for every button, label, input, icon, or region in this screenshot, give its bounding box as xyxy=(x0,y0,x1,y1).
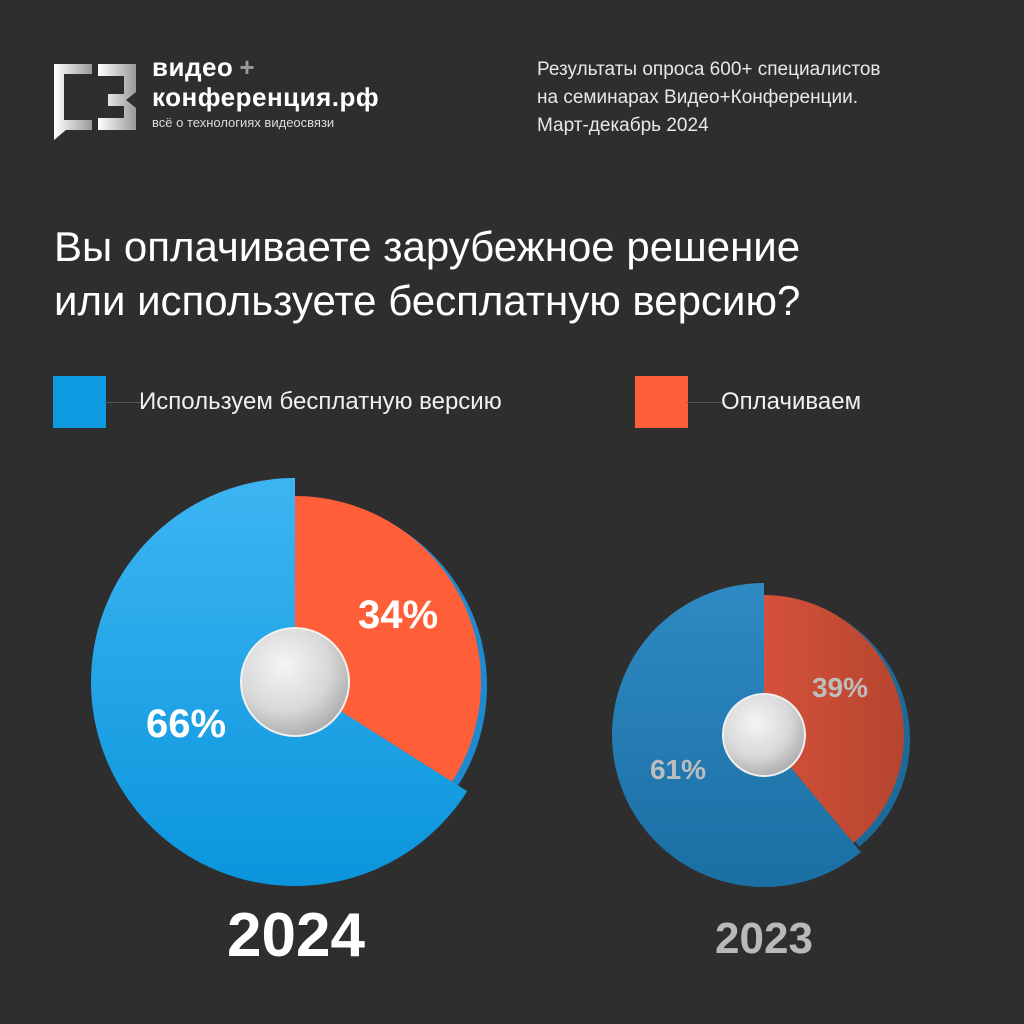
data-label-paid: 34% xyxy=(358,593,438,637)
pie-center-hole xyxy=(240,627,350,737)
legend-label-free: Используем бесплатную версию xyxy=(139,388,502,415)
pie-slice-paid xyxy=(764,595,905,843)
legend-connector xyxy=(687,401,723,403)
legend-swatch-paid xyxy=(635,376,688,428)
brand-plus: + xyxy=(239,52,255,82)
data-label-free: 61% xyxy=(650,754,706,785)
brand-name-line1: видео xyxy=(152,52,234,82)
survey-info-line: Март-декабрь 2024 xyxy=(537,115,709,136)
survey-info-line: на семинарах Видео+Конференции. xyxy=(537,87,858,108)
legend-label-paid: Оплачиваем xyxy=(721,388,862,415)
survey-info: Результаты опроса 600+ специалистов на с… xyxy=(537,56,881,140)
logo-icon xyxy=(54,64,136,140)
data-label-paid: 39% xyxy=(812,672,868,703)
pie-center-hole xyxy=(722,693,806,777)
pie-chart-2024: 66% 34% xyxy=(91,478,487,886)
year-label-2024: 2024 xyxy=(227,901,365,970)
pie-chart-2023: 61% 39% xyxy=(612,583,910,887)
question-line: или используете бесплатную версию? xyxy=(54,277,801,324)
legend-connector xyxy=(105,401,141,403)
legend-item-paid: Оплачиваем xyxy=(635,376,861,428)
question-line: Вы оплачиваете зарубежное решение xyxy=(54,223,801,270)
legend-item-free: Используем бесплатную версию xyxy=(53,376,502,428)
brand: видео + конференция.рф всё о технологиях … xyxy=(152,52,379,132)
year-label-2023: 2023 xyxy=(715,914,813,963)
question-title: Вы оплачиваете зарубежное решение или ис… xyxy=(54,220,954,328)
data-label-free: 66% xyxy=(146,702,226,746)
brand-name-line2: конференция.рф xyxy=(152,82,380,112)
legend-swatch-free xyxy=(53,376,106,428)
survey-info-line: Результаты опроса 600+ специалистов xyxy=(537,59,881,80)
brand-tagline: всё о технологиях видеосвязи xyxy=(152,115,335,130)
